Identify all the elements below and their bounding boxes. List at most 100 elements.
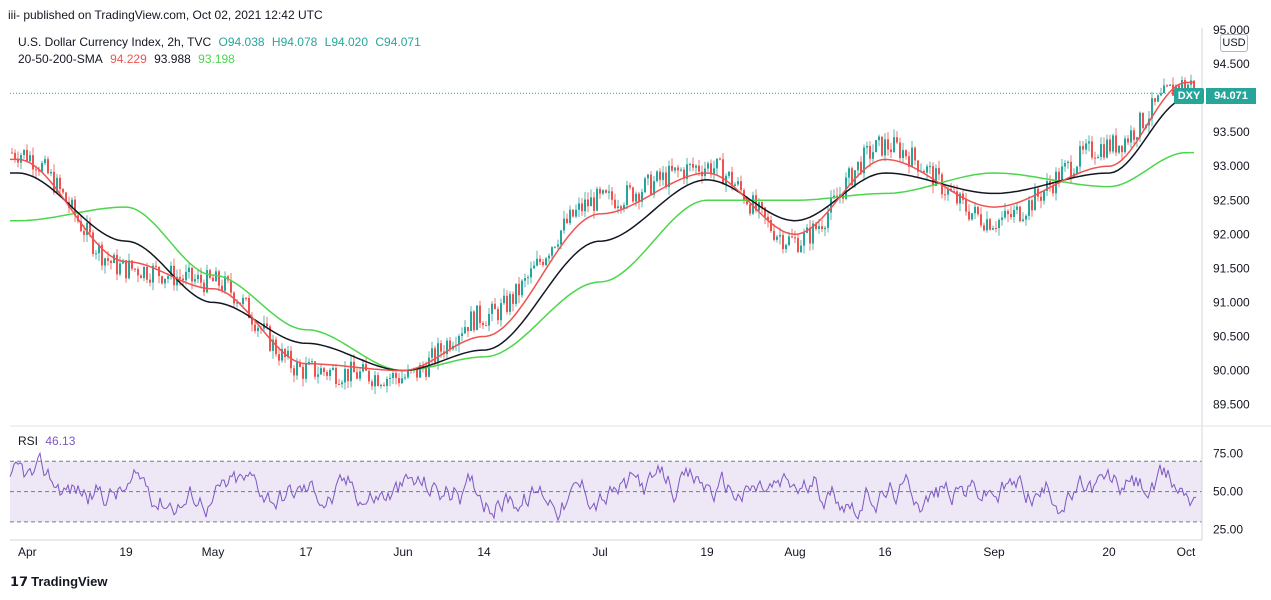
candle-body [833, 195, 835, 198]
candle-body [251, 318, 253, 325]
candle-body [98, 244, 100, 254]
candle-body [437, 343, 439, 363]
candle-body [398, 378, 400, 384]
candle-body [944, 194, 946, 196]
rsi-legend[interactable]: RSI 46.13 [18, 434, 75, 448]
candle-body [722, 159, 724, 185]
candle-body [188, 267, 190, 273]
candle-body [779, 235, 781, 237]
candle-body [1151, 98, 1153, 119]
candle-body [644, 178, 646, 193]
candle-body [629, 185, 631, 188]
candle-body [206, 270, 208, 293]
candle-body [35, 169, 37, 171]
candle-body [116, 254, 118, 275]
open-label: O [218, 35, 228, 49]
candle-body [890, 149, 892, 153]
candle-body [179, 276, 181, 279]
candle-body [692, 163, 694, 168]
candle-body [143, 266, 145, 279]
candle-body [1115, 135, 1117, 153]
candle-body [527, 277, 529, 279]
open-value: 94.038 [227, 35, 265, 49]
candle-body [1022, 219, 1024, 222]
candle-body [773, 231, 775, 240]
candle-body [1160, 93, 1162, 96]
candle-body [512, 294, 514, 304]
candle-body [668, 165, 670, 187]
candle-body [1013, 209, 1015, 218]
candle-body [554, 246, 556, 248]
candle-body [791, 236, 793, 238]
candle-body [719, 158, 721, 160]
candle-body [1097, 156, 1099, 159]
candle-body [71, 199, 73, 208]
candle-body [1094, 157, 1096, 159]
candle-body [731, 171, 733, 186]
candle-body [761, 202, 763, 208]
sma-legend[interactable]: 20-50-200-SMA 94.229 93.988 93.198 [18, 52, 239, 66]
price-tick-label: 90.500 [1213, 329, 1250, 343]
candle-body [815, 223, 817, 229]
candle-body [1043, 190, 1045, 201]
candle-body [1088, 141, 1090, 144]
price-candles [11, 74, 1195, 394]
close-value: 94.071 [384, 35, 421, 49]
candle-body [917, 160, 919, 172]
candle-body [1100, 144, 1102, 157]
candle-body [1154, 98, 1156, 102]
candle-body [1016, 206, 1018, 210]
candle-body [1070, 161, 1072, 177]
sma200-line [10, 151, 1194, 372]
candle-body [131, 260, 133, 269]
symbol-legend[interactable]: U.S. Dollar Currency Index, 2h, TVC O94.… [18, 35, 425, 49]
candle-body [1193, 80, 1195, 91]
candle-body [161, 276, 163, 284]
candle-body [1130, 130, 1132, 143]
candle-body [440, 343, 442, 352]
candle-body [485, 325, 487, 327]
candle-body [350, 361, 352, 382]
time-tick-label: Jun [393, 545, 412, 559]
candle-body [395, 373, 397, 379]
candle-body [911, 147, 913, 167]
candle-body [200, 274, 202, 283]
candle-body [95, 253, 97, 255]
candle-body [851, 168, 853, 186]
candle-body [224, 276, 226, 291]
candle-body [89, 222, 91, 233]
sma-label: 20-50-200-SMA [18, 52, 103, 66]
candle-body [713, 168, 715, 175]
candle-body [389, 377, 391, 379]
candle-body [881, 136, 883, 156]
candle-body [695, 165, 697, 168]
candle-body [1133, 130, 1135, 140]
currency-button[interactable]: USD [1220, 34, 1248, 52]
price-tick-label: 91.000 [1213, 295, 1250, 309]
candle-body [1172, 84, 1174, 96]
time-tick-label: 19 [700, 545, 714, 559]
tradingview-logo[interactable]: 𝟭𝟳 TradingView [10, 574, 107, 590]
candle-body [56, 177, 58, 193]
candle-body [545, 258, 547, 266]
candle-body [680, 169, 682, 171]
candle-body [83, 231, 85, 235]
candle-body [104, 258, 106, 266]
candle-body [221, 285, 223, 291]
candle-body [1121, 145, 1123, 153]
candle-body [383, 384, 385, 386]
candle-body [107, 258, 109, 261]
candle-body [1166, 85, 1168, 87]
candle-body [38, 170, 40, 172]
candle-body [1025, 215, 1027, 220]
candle-body [50, 171, 52, 174]
price-tick-label: 94.500 [1213, 57, 1250, 71]
candle-body [1067, 161, 1069, 164]
candle-body [959, 193, 961, 204]
candle-body [32, 155, 34, 170]
candle-body [62, 189, 64, 193]
candle-body [665, 172, 667, 187]
candle-body [800, 245, 802, 253]
candle-body [302, 366, 304, 379]
